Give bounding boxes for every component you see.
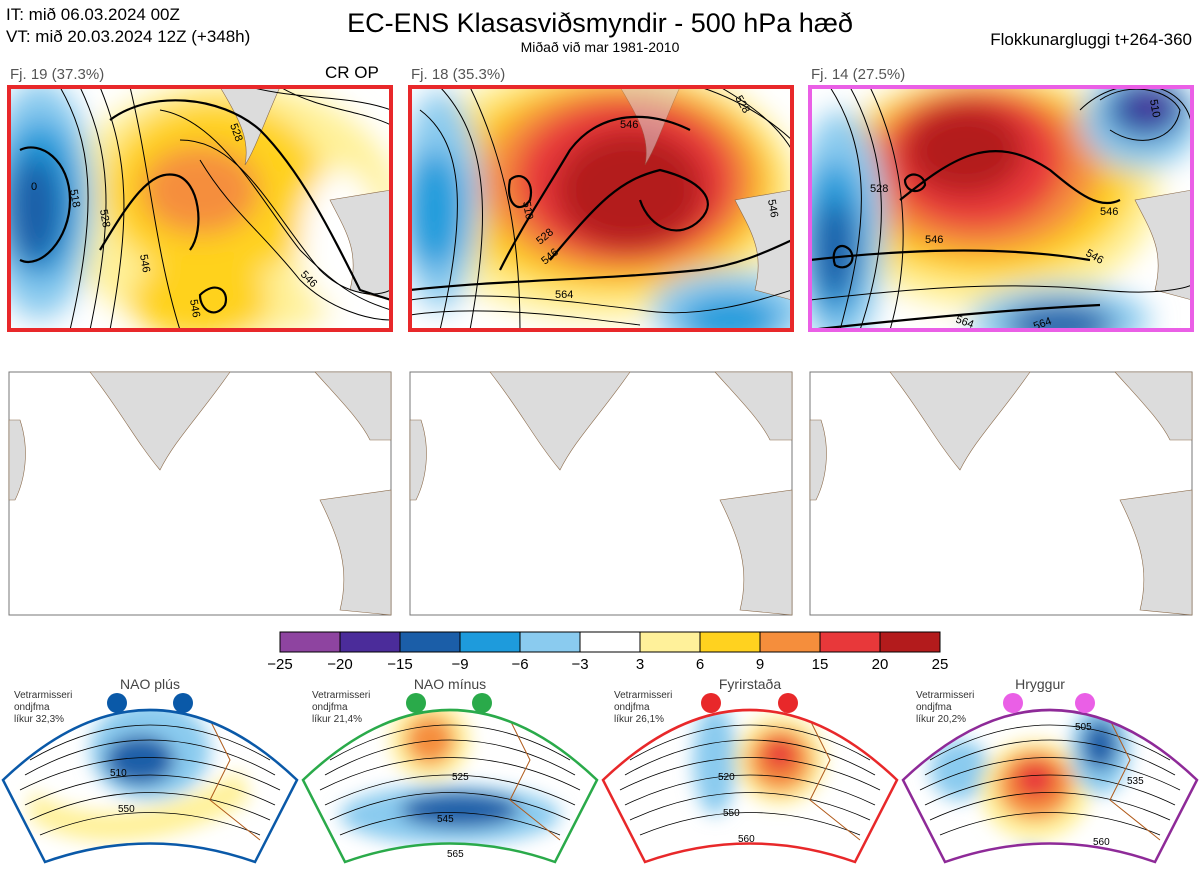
valid-time: VT: mið 20.03.2024 12Z (+348h) bbox=[6, 27, 251, 46]
regime-3-title: Fyrirstaða bbox=[718, 676, 782, 692]
regime-4-marker bbox=[1075, 693, 1095, 713]
contour-label: 528 bbox=[870, 183, 888, 195]
contour-label: 546 bbox=[137, 253, 152, 273]
contour-label: 546 bbox=[765, 198, 780, 218]
contour-label: 505 bbox=[1075, 722, 1092, 733]
empty-map-2 bbox=[409, 371, 793, 616]
contour-label: 510 bbox=[1147, 98, 1162, 118]
cluster-2-label: Fj. 18 (35.3%) bbox=[411, 66, 506, 83]
colorbar bbox=[279, 631, 941, 653]
page-title: EC-ENS Klasasviðsmyndir - 500 hPa hæð bbox=[347, 8, 853, 38]
header-info: IT: mið 06.03.2024 00Z VT: mið 20.03.202… bbox=[6, 4, 250, 48]
regime-1-title: NAO plús bbox=[120, 676, 180, 692]
colorbar-tick-label: −15 bbox=[387, 656, 413, 673]
contour-label: 550 bbox=[118, 804, 135, 815]
regime-3-info: Vetrarmisseri ondjfma líkur 26,1% bbox=[614, 690, 673, 725]
regime-1-marker bbox=[107, 693, 127, 713]
colorbar-segment bbox=[339, 631, 401, 653]
contour-label: 564 bbox=[954, 314, 975, 332]
contour-label: 528 bbox=[97, 208, 112, 228]
contour-label: 546 bbox=[620, 119, 638, 131]
page-subtitle: Miðað við mar 1981-2010 bbox=[520, 39, 680, 55]
contour-label: 564 bbox=[1032, 315, 1053, 333]
colorbar-segment bbox=[459, 631, 521, 653]
colorbar-tick-label: −3 bbox=[571, 656, 589, 673]
cluster-2-border bbox=[408, 85, 794, 332]
contour-label: 528 bbox=[227, 122, 245, 143]
colorbar-tick-label: −9 bbox=[451, 656, 469, 673]
cluster-1-tag: CR OP bbox=[325, 63, 379, 82]
cluster-1-border bbox=[7, 85, 393, 332]
regime-3-marker bbox=[778, 693, 798, 713]
empty-map-1 bbox=[8, 371, 392, 616]
colorbar-segment bbox=[879, 631, 941, 653]
colorbar-segment bbox=[639, 631, 701, 653]
colorbar-segment bbox=[699, 631, 761, 653]
empty-map-3 bbox=[809, 371, 1193, 616]
cluster-1-label: Fj. 19 (37.3%) bbox=[10, 66, 105, 83]
issue-time: IT: mið 06.03.2024 00Z bbox=[6, 5, 180, 24]
colorbar-tick-label: −6 bbox=[511, 656, 529, 673]
contour-label: 564 bbox=[555, 289, 573, 301]
contour-label: 0 bbox=[31, 181, 37, 193]
regime-2-marker bbox=[406, 693, 426, 713]
contour-label: 545 bbox=[437, 814, 454, 825]
colorbar-segment bbox=[519, 631, 581, 653]
contour-label: 546 bbox=[1100, 206, 1118, 218]
colorbar-tick-label: 25 bbox=[931, 656, 949, 673]
contour-label: 560 bbox=[1093, 837, 1110, 848]
colorbar-tick-label: 20 bbox=[871, 656, 889, 673]
colorbar-segment bbox=[399, 631, 461, 653]
regime-1-marker bbox=[173, 693, 193, 713]
contour-label: 525 bbox=[452, 772, 469, 783]
contour-label: 565 bbox=[447, 849, 464, 860]
cluster-3-border bbox=[808, 85, 1194, 332]
colorbar-segment bbox=[579, 631, 641, 653]
colorbar-segment bbox=[279, 631, 341, 653]
regime-ridge-map: 505 535 560 bbox=[901, 708, 1199, 864]
contour-label: 546 bbox=[187, 298, 202, 318]
colorbar-tick-label: 9 bbox=[755, 656, 765, 673]
contour-label: 510 bbox=[520, 200, 535, 220]
contour-label: 518 bbox=[67, 188, 82, 208]
contour-label: 520 bbox=[718, 772, 735, 783]
cluster-1-map: 528 546 528 546 546 518 0 bbox=[9, 87, 391, 330]
cluster-2-map: 546 528 546 510 528 546 564 bbox=[410, 87, 792, 330]
cluster-3-label: Fj. 14 (27.5%) bbox=[811, 66, 906, 83]
contour-label: 550 bbox=[723, 808, 740, 819]
regime-3-marker bbox=[701, 693, 721, 713]
regime-4-marker bbox=[1003, 693, 1023, 713]
colorbar-segment bbox=[819, 631, 881, 653]
contour-label: 546 bbox=[925, 234, 943, 246]
regime-blocking-map: 520 550 560 bbox=[601, 708, 899, 864]
regime-4-info: Vetrarmisseri ondjfma líkur 20,2% bbox=[916, 690, 975, 725]
regime-2-info: Vetrarmisseri ondjfma líkur 21,4% bbox=[312, 690, 371, 725]
regime-2-marker bbox=[472, 693, 492, 713]
colorbar-tick-label: 15 bbox=[811, 656, 829, 673]
cluster-3-map: 528 546 546 546 564 564 510 bbox=[810, 87, 1192, 333]
colorbar-tick-label: 6 bbox=[695, 656, 705, 673]
contour-label: 560 bbox=[738, 834, 755, 845]
colorbar-segment bbox=[759, 631, 821, 653]
regime-2-title: NAO mínus bbox=[413, 676, 487, 692]
colorbar-tick-label: 3 bbox=[635, 656, 645, 673]
colorbar-tick-label: −20 bbox=[327, 656, 353, 673]
contour-label: 510 bbox=[110, 768, 127, 779]
classification-window: Flokkunargluggi t+264-360 bbox=[990, 30, 1192, 49]
regime-1-info: Vetrarmisseri ondjfma líkur 32,3% bbox=[14, 690, 73, 725]
contour-label: 535 bbox=[1127, 776, 1144, 787]
colorbar-tick-label: −25 bbox=[267, 656, 293, 673]
regime-4-title: Hryggur bbox=[1015, 676, 1065, 692]
